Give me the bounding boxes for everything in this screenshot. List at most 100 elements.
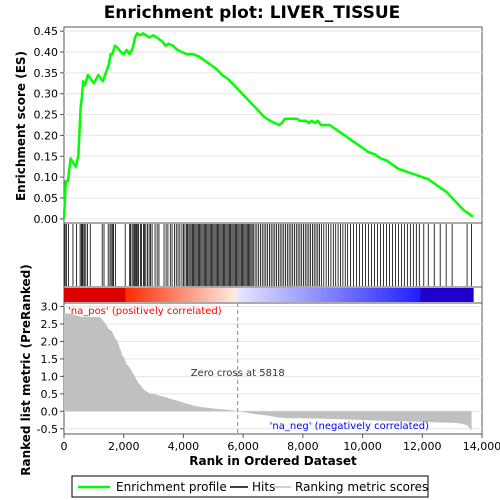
ranked-x-tick-label: 14,000 xyxy=(463,440,500,453)
rank-color-strip xyxy=(461,288,465,302)
rank-color-strip xyxy=(435,288,439,302)
rank-color-strip xyxy=(110,288,115,302)
rank-color-strip xyxy=(341,288,346,302)
legend-label-hits: Hits xyxy=(252,480,275,494)
rank-color-strip xyxy=(204,288,208,302)
rank-color-strip xyxy=(405,288,410,302)
rank-color-strip xyxy=(312,288,316,302)
rank-color-strip xyxy=(154,288,159,302)
rank-color-strip xyxy=(189,288,194,302)
es-y-tick-label: 0.20 xyxy=(34,129,59,142)
rank-color-strip xyxy=(93,288,97,302)
es-gridlines xyxy=(64,30,482,220)
rank-color-strip xyxy=(248,288,252,302)
legend-label-ranking-metric: Ranking metric scores xyxy=(295,480,428,494)
ranking-metric-area xyxy=(64,313,472,431)
rank-color-strip xyxy=(470,288,474,302)
rank-color-strip xyxy=(297,288,302,302)
ranked-x-axis-label: Rank in Ordered Dataset xyxy=(189,454,357,468)
rank-color-strip xyxy=(388,288,392,302)
rank-color-strip xyxy=(382,288,386,302)
rank-color-strip xyxy=(169,288,173,302)
es-y-tick-label: 0.45 xyxy=(34,25,59,38)
rank-color-strip xyxy=(87,288,91,302)
rank-color-strip xyxy=(175,288,179,302)
rank-color-strip xyxy=(350,288,354,302)
rank-color-strip xyxy=(224,288,229,302)
hits-panel xyxy=(63,222,483,288)
rank-color-strip xyxy=(414,288,419,302)
es-y-axis-label: Enrichment score (ES) xyxy=(14,51,28,201)
rank-color-strip xyxy=(119,288,124,302)
rank-color-strip xyxy=(467,288,471,302)
rank-color-strip xyxy=(417,288,422,302)
rank-color-strip xyxy=(402,288,407,302)
rank-color-strip xyxy=(394,288,398,302)
rank-color-strip xyxy=(236,288,240,302)
es-y-tick-label: 0.15 xyxy=(34,150,59,163)
rank-color-strip xyxy=(335,288,340,302)
ranked-y-tick-label: 0.5 xyxy=(41,388,59,401)
rank-color-strip xyxy=(359,288,363,302)
rank-color-strip xyxy=(116,288,121,302)
rank-color-strip xyxy=(332,288,337,302)
rank-color-strip xyxy=(411,288,416,302)
ranked-x-tick-label: 10,000 xyxy=(343,440,382,453)
rank-color-strip xyxy=(66,288,71,302)
rank-color-strip xyxy=(399,288,404,302)
ranked-gridlines xyxy=(64,305,482,430)
rank-color-strip xyxy=(96,288,100,302)
rank-color-strip xyxy=(385,288,389,302)
ranked-y-axis-label: Ranked list metric (PreRanked) xyxy=(19,264,33,476)
rank-color-strip xyxy=(163,288,167,302)
negative-correlation-label: 'na_neg' (negatively correlated) xyxy=(270,421,429,432)
ranked-x-tick-label: 0 xyxy=(61,440,68,453)
rank-color-strip xyxy=(104,288,109,302)
es-plot-frame xyxy=(63,26,483,224)
rank-color-strip xyxy=(318,288,322,302)
rank-color-strip xyxy=(233,288,237,302)
rank-color-strip xyxy=(245,288,249,302)
rank-color-strip xyxy=(75,288,80,302)
ranked-y-tick-label: -0.5 xyxy=(37,423,58,436)
rank-color-strip xyxy=(256,288,261,302)
ranked-x-tick-label: 4,000 xyxy=(168,440,200,453)
rank-color-strip xyxy=(446,288,451,302)
rank-color-strip xyxy=(440,288,445,302)
rank-color-strip xyxy=(286,288,290,302)
rank-color-strip xyxy=(148,288,153,302)
rank-color-strip xyxy=(221,288,226,302)
ranked-y-tick-label: 2.5 xyxy=(41,318,59,331)
rank-color-strip xyxy=(274,288,278,302)
rank-color-strip xyxy=(177,288,182,302)
enrichment-profile-line xyxy=(62,32,474,219)
rank-color-strip xyxy=(101,288,106,302)
rank-color-strip xyxy=(326,288,331,302)
ranked-y-tick-label: 0.0 xyxy=(41,405,59,418)
rank-color-strip xyxy=(157,288,162,302)
rank-color-strip xyxy=(338,288,343,302)
es-y-tick-label: 0.40 xyxy=(34,46,59,59)
legend-box xyxy=(71,475,429,498)
ranked-y-tick-labels: 3.0 2.5 2.0 1.5 1.0 0.5 0.0 -0.5 xyxy=(37,300,64,436)
ranked-x-tick-labels: 0 2,000 4,000 6,000 8,000 10,000 12,000 14,000 xyxy=(61,434,500,453)
rank-color-strips xyxy=(64,288,474,302)
rank-color-strip xyxy=(160,288,164,302)
rank-color-strip xyxy=(426,288,430,302)
rank-color-strip xyxy=(265,288,270,302)
rank-color-strip xyxy=(420,288,424,302)
zero-cross-label: Zero cross at 5818 xyxy=(191,368,285,379)
rank-color-strip xyxy=(277,288,281,302)
rank-color-strip xyxy=(271,288,275,302)
es-y-tick-label: 0.10 xyxy=(34,171,59,184)
es-y-tick-label: 0.35 xyxy=(34,67,59,80)
rank-color-strip xyxy=(122,288,126,302)
rank-color-strip xyxy=(432,288,436,302)
rank-color-strip xyxy=(125,288,129,302)
rank-color-strip xyxy=(373,288,378,302)
es-y-tick-label: 0.30 xyxy=(34,88,59,101)
rank-color-strip xyxy=(324,288,328,302)
rank-color-strip xyxy=(423,288,427,302)
rank-color-strip xyxy=(253,288,258,302)
